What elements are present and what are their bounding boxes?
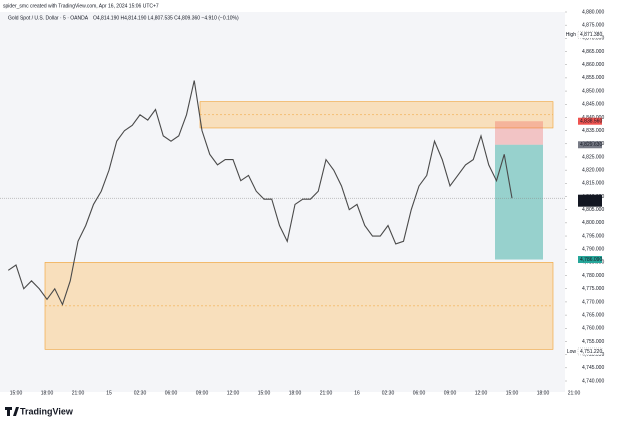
price-label-box xyxy=(578,117,602,125)
x-tick-label: 15 xyxy=(106,390,112,396)
price-label-box xyxy=(577,347,603,356)
y-tick-label: 4,760.000 xyxy=(582,326,604,332)
y-tick-label: 4,820.000 xyxy=(582,167,604,173)
price-label: 4,838.560 xyxy=(580,119,602,125)
brand-logo xyxy=(5,407,19,416)
plot-area xyxy=(0,12,565,392)
x-tick-label: 18:00 xyxy=(537,390,550,396)
price-label: 4,871.380 xyxy=(580,32,602,38)
ohlc: O4,814.190 H4,814.190 L4,807.535 C4,809.… xyxy=(93,15,239,21)
x-tick-label: 12:00 xyxy=(475,390,488,396)
y-tick-label: 4,835.000 xyxy=(582,128,604,134)
y-tick-label: 4,775.000 xyxy=(582,286,604,292)
y-tick-label: 4,880.000 xyxy=(582,9,604,15)
price-label-tag: Low xyxy=(567,349,577,355)
x-tick-label: 21:00 xyxy=(320,390,333,396)
price-label-box xyxy=(577,31,603,39)
y-tick-label: 4,740.000 xyxy=(582,378,604,384)
y-tick-label: 4,805.000 xyxy=(582,207,604,213)
x-tick-label: 02:30 xyxy=(134,390,147,396)
y-tick-label: 4,865.000 xyxy=(582,49,604,55)
chart-title: Gold Spot / U.S. Dollar · 5 · OANDA xyxy=(8,15,89,21)
y-tick-label: 4,815.000 xyxy=(582,181,604,187)
credit: spider_smc created with TradingView.com,… xyxy=(3,3,159,9)
x-tick-label: 18:00 xyxy=(289,390,302,396)
price-label-sub: 03:49 xyxy=(580,201,593,207)
y-tick-label: 4,745.000 xyxy=(582,365,604,371)
y-tick-label: 4,765.000 xyxy=(582,312,604,318)
y-tick-label: 4,800.000 xyxy=(582,220,604,226)
price-label-tag: High xyxy=(566,32,577,38)
y-tick-label: 4,860.000 xyxy=(582,62,604,68)
y-tick-label: 4,755.000 xyxy=(582,339,604,345)
price-label: 4,809.360 xyxy=(580,196,602,202)
price-label: 4,751.220 xyxy=(580,349,602,355)
x-tick-label: 15:00 xyxy=(10,390,23,396)
x-tick-label: 21:00 xyxy=(72,390,85,396)
y-tick-label: 4,870.000 xyxy=(582,36,604,42)
x-tick-label: 06:00 xyxy=(413,390,426,396)
target-area xyxy=(495,144,543,260)
price-label-box xyxy=(578,141,602,149)
y-tick-label: 4,855.000 xyxy=(582,75,604,81)
x-tick-label: 02:30 xyxy=(382,390,395,396)
y-tick-label: 4,795.000 xyxy=(582,233,604,239)
x-tick-label: 16 xyxy=(354,390,360,396)
y-tick-label: 4,845.000 xyxy=(582,102,604,108)
y-tick-label: 4,780.000 xyxy=(582,273,604,279)
y-tick-label: 4,750.000 xyxy=(582,352,604,358)
y-tick-label: 4,770.000 xyxy=(582,299,604,305)
y-tick-label: 4,790.000 xyxy=(582,247,604,253)
y-tick-label: 4,825.000 xyxy=(582,154,604,160)
x-tick-label: 09:00 xyxy=(444,390,457,396)
x-tick-label: 18:00 xyxy=(41,390,54,396)
price-line xyxy=(7,80,513,307)
x-tick-label: 21:00 xyxy=(568,390,581,396)
x-tick-label: 15:00 xyxy=(506,390,519,396)
price-label-box xyxy=(578,194,602,207)
price-label: 4,829.630 xyxy=(580,142,602,148)
stop-area xyxy=(495,121,543,145)
price-label-box xyxy=(578,256,602,264)
x-tick-label: 15:00 xyxy=(258,390,271,396)
y-tick-label: 4,850.000 xyxy=(582,88,604,94)
y-tick-label: 4,875.000 xyxy=(582,23,604,29)
brand: TradingView xyxy=(20,406,74,416)
price-label: 4,786.090 xyxy=(580,257,602,263)
x-tick-label: 12:00 xyxy=(227,390,240,396)
x-tick-label: 09:00 xyxy=(196,390,209,396)
x-tick-label: 06:00 xyxy=(165,390,178,396)
